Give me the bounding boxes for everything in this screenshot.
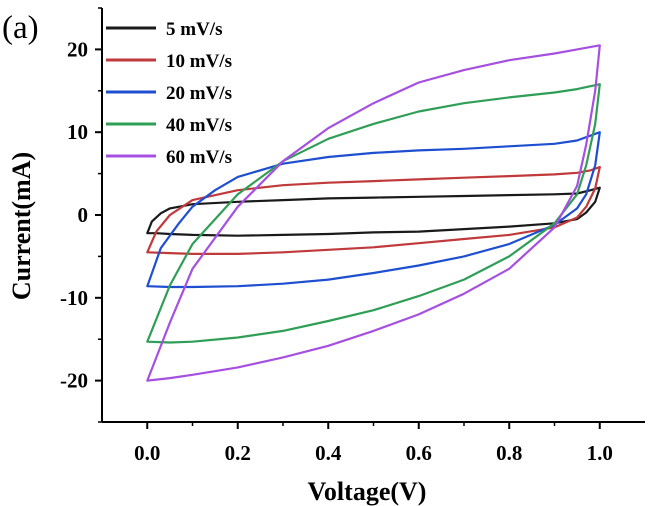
y-axis-ticks: -20 -10 0 10 20: [60, 7, 102, 423]
x-tick-label: 0.0: [134, 441, 160, 465]
legend-label: 10 mV/s: [166, 51, 232, 72]
series-line-2: [146, 165, 601, 255]
x-tick-label: 0.2: [225, 441, 251, 465]
y-tick-label: -10: [60, 286, 88, 310]
legend-label: 60 mV/s: [166, 147, 232, 168]
panel-label: (a): [2, 10, 39, 46]
legend-label: 40 mV/s: [166, 115, 232, 136]
series-line-3: [146, 131, 601, 289]
x-tick-label: 0.4: [315, 441, 342, 465]
series-line-1: [146, 186, 601, 237]
legend: 5 mV/s 10 mV/s 20 mV/s 40 mV/s 60 mV/s: [106, 19, 232, 168]
series-line-4: [146, 83, 601, 344]
y-axis-title: Current(mA): [7, 152, 36, 300]
x-tick-label: 0.6: [406, 441, 432, 465]
x-axis-ticks: 0.0 0.2 0.4 0.6 0.8 1.0: [134, 422, 613, 465]
y-tick-label: 0: [78, 203, 89, 227]
legend-label: 5 mV/s: [166, 19, 222, 40]
y-tick-label: 20: [67, 37, 88, 61]
y-tick-label: 10: [67, 120, 88, 144]
x-tick-label: 1.0: [587, 441, 613, 465]
x-axis-title: Voltage(V): [308, 477, 427, 506]
legend-label: 20 mV/s: [166, 83, 232, 104]
series-line-5: [146, 44, 601, 382]
x-tick-label: 0.8: [496, 441, 522, 465]
y-tick-label: -20: [60, 369, 88, 393]
